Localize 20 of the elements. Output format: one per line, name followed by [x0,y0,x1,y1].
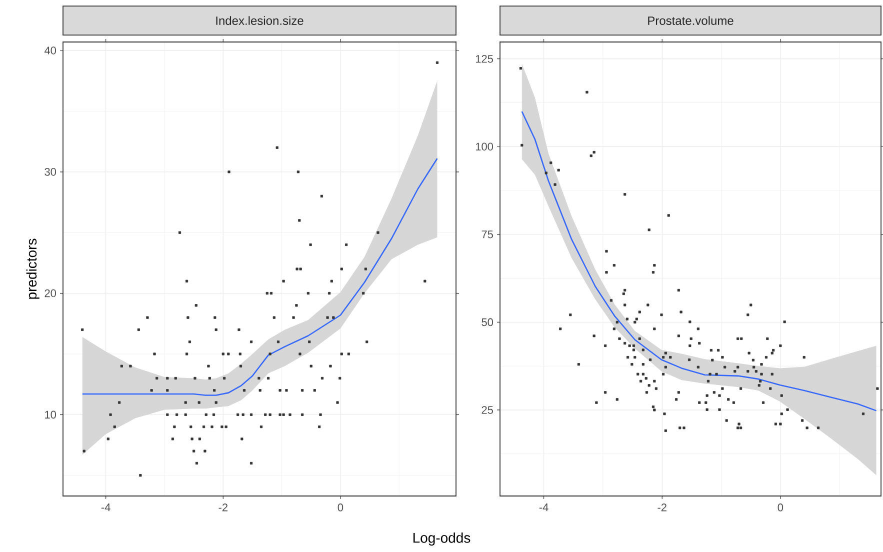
y-tick-label: 40 [44,46,56,54]
x-tick-label: 0 [338,504,344,512]
chart-title: Prostate.volume [648,16,734,25]
y-tick-label: 10 [45,410,56,419]
y-tick-label: 50 [482,318,494,326]
y-tick-label: 125 [476,54,493,63]
y-tick-label: 75 [482,230,493,238]
x-tick-label: 0 [778,504,784,512]
line-series [521,110,877,412]
chart-title: Index.lesion.size [216,16,304,25]
x-tick-label: -4 [539,504,548,512]
x-tick-label: -4 [101,504,110,512]
y-tick-label: 100 [476,142,494,151]
x-tick-label: -2 [658,504,666,512]
x-tick-label: -2 [218,504,228,512]
y-axis-title: predictors [26,238,40,299]
y-tick-label: 30 [44,168,56,176]
y-tick-label: 20 [44,289,56,298]
x-axis-title: Log-odds [413,532,470,546]
y-tick-label: 25 [482,406,493,414]
